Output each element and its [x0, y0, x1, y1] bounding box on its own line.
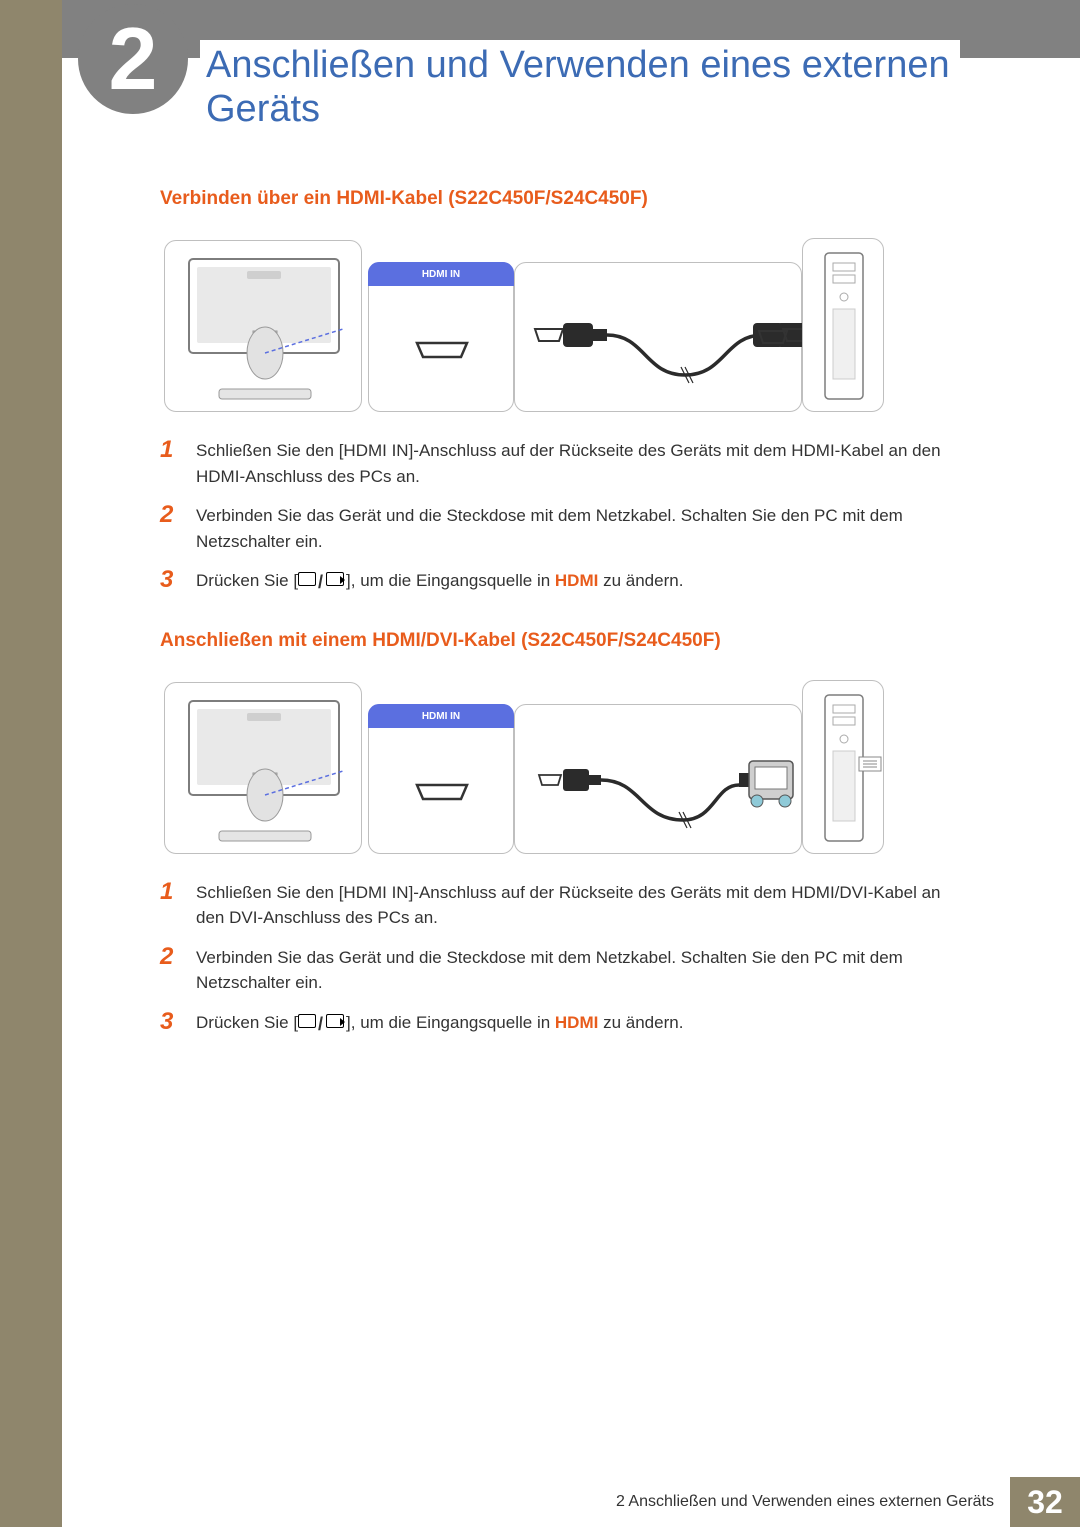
- step-number: 1: [160, 880, 178, 931]
- diagram-hdmi-port: HDMI IN: [368, 262, 514, 412]
- step-text: Schließen Sie den [HDMI IN]-Anschluss au…: [196, 438, 960, 489]
- step-item: 2 Verbinden Sie das Gerät und die Steckd…: [160, 503, 960, 554]
- diagram-monitor: [164, 682, 362, 854]
- step-number: 2: [160, 945, 178, 996]
- step-number: 1: [160, 438, 178, 489]
- step-number: 3: [160, 1010, 178, 1036]
- step-text-pre: Drücken Sie [: [196, 571, 298, 590]
- section-title-hdmi-dvi: Anschließen mit einem HDMI/DVI-Kabel (S2…: [160, 630, 960, 652]
- step-number: 2: [160, 503, 178, 554]
- step-item: 3 Drücken Sie [/], um die Eingangsquelle…: [160, 1010, 960, 1036]
- page-title: Anschließen und Verwenden eines externen…: [200, 40, 960, 135]
- diagram-pc-tower-dvi: [802, 680, 884, 854]
- diagram-hdmi-dvi-cable: [514, 704, 802, 854]
- step-text-bold: HDMI: [555, 571, 598, 590]
- chapter-number-badge: 2: [78, 4, 188, 114]
- port-label: HDMI IN: [368, 704, 514, 728]
- content-area: Verbinden über ein HDMI-Kabel (S22C450F/…: [160, 188, 960, 1049]
- page-number: 32: [1010, 1477, 1080, 1527]
- sidebar-accent: [0, 0, 62, 1527]
- source-switch-icon: /: [298, 570, 346, 590]
- diagram-monitor: [164, 240, 362, 412]
- step-item: 3 Drücken Sie [/], um die Eingangsquelle…: [160, 568, 960, 594]
- step-text-pre: Drücken Sie [: [196, 1013, 298, 1032]
- port-label: HDMI IN: [368, 262, 514, 286]
- step-text: Drücken Sie [/], um die Eingangsquelle i…: [196, 1010, 683, 1036]
- step-text: Verbinden Sie das Gerät und die Steckdos…: [196, 945, 960, 996]
- step-number: 3: [160, 568, 178, 594]
- step-text-post: zu ändern.: [598, 571, 683, 590]
- diagram-hdmi-cable: [514, 262, 802, 412]
- source-switch-icon: /: [298, 1012, 346, 1032]
- step-text-mid: ], um die Eingangsquelle in: [346, 1013, 555, 1032]
- footer-text: 2 Anschließen und Verwenden eines extern…: [616, 1493, 1010, 1511]
- step-text-mid: ], um die Eingangsquelle in: [346, 571, 555, 590]
- step-text: Drücken Sie [/], um die Eingangsquelle i…: [196, 568, 683, 594]
- diagram-pc-tower: [802, 238, 884, 412]
- step-item: 2 Verbinden Sie das Gerät und die Steckd…: [160, 945, 960, 996]
- diagram-hdmi-port: HDMI IN: [368, 704, 514, 854]
- step-item: 1 Schließen Sie den [HDMI IN]-Anschluss …: [160, 438, 960, 489]
- step-text-bold: HDMI: [555, 1013, 598, 1032]
- step-item: 1 Schließen Sie den [HDMI IN]-Anschluss …: [160, 880, 960, 931]
- step-text: Schließen Sie den [HDMI IN]-Anschluss au…: [196, 880, 960, 931]
- diagram-hdmi-dvi: HDMI IN: [164, 680, 884, 850]
- diagram-hdmi: HDMI IN: [164, 238, 884, 408]
- footer: 2 Anschließen und Verwenden eines extern…: [62, 1477, 1080, 1527]
- step-text-post: zu ändern.: [598, 1013, 683, 1032]
- step-text: Verbinden Sie das Gerät und die Steckdos…: [196, 503, 960, 554]
- section-title-hdmi: Verbinden über ein HDMI-Kabel (S22C450F/…: [160, 188, 960, 210]
